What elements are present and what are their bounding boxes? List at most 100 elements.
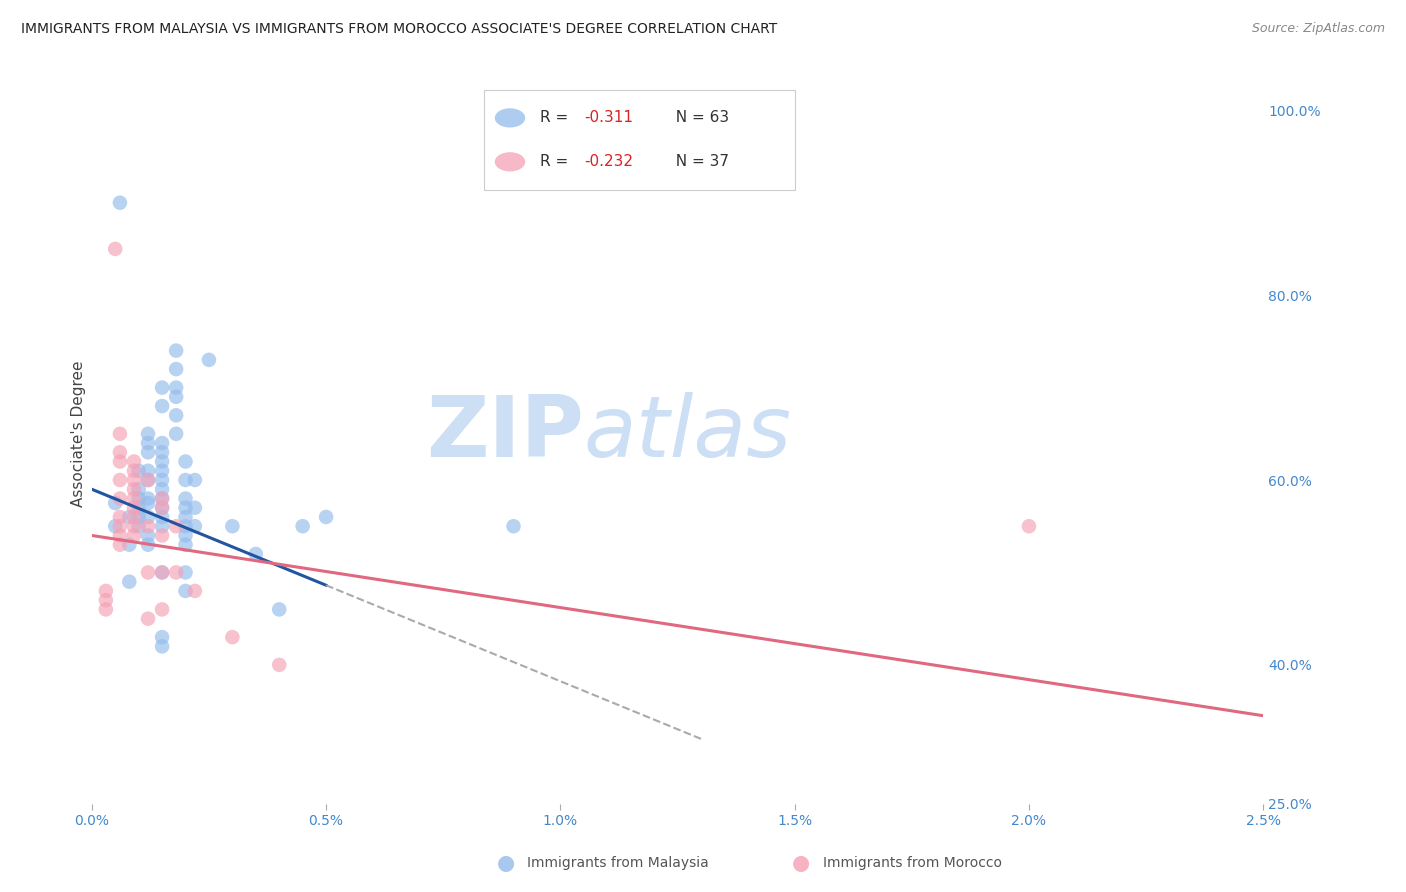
Point [150, 528, 173, 542]
Point [136, 426, 159, 441]
Point [128, 510, 150, 524]
Point [128, 500, 150, 515]
Text: -0.311: -0.311 [583, 111, 633, 126]
Point [122, 510, 145, 524]
Point [165, 426, 187, 441]
Point [245, 547, 267, 561]
Point [122, 500, 145, 515]
Point [136, 473, 159, 487]
Point [165, 409, 187, 423]
Point [221, 630, 243, 644]
Point [1018, 519, 1040, 533]
Point [128, 519, 150, 533]
Point [150, 445, 173, 459]
Point [122, 491, 145, 506]
Point [108, 519, 131, 533]
Text: atlas: atlas [583, 392, 792, 475]
Point [174, 454, 197, 468]
Point [122, 454, 145, 468]
Point [174, 519, 197, 533]
Point [136, 496, 159, 510]
Point [104, 496, 127, 510]
Point [122, 464, 145, 478]
Point [174, 500, 197, 515]
Point [184, 500, 207, 515]
Point [315, 510, 337, 524]
Point [128, 491, 150, 506]
Point [136, 566, 159, 580]
Text: -0.232: -0.232 [583, 154, 633, 169]
Point [108, 454, 131, 468]
Point [184, 519, 207, 533]
Point [150, 500, 173, 515]
Point [221, 519, 243, 533]
Text: N = 37: N = 37 [666, 154, 728, 169]
Point [150, 566, 173, 580]
Point [165, 362, 187, 376]
Text: IMMIGRANTS FROM MALAYSIA VS IMMIGRANTS FROM MOROCCO ASSOCIATE'S DEGREE CORRELATI: IMMIGRANTS FROM MALAYSIA VS IMMIGRANTS F… [21, 22, 778, 37]
Text: ●: ● [498, 854, 515, 873]
Point [150, 482, 173, 496]
Y-axis label: Associate's Degree: Associate's Degree [72, 360, 86, 507]
Point [150, 491, 173, 506]
Point [269, 602, 291, 616]
Point [174, 491, 197, 506]
Point [108, 195, 131, 210]
Point [122, 482, 145, 496]
Point [174, 566, 197, 580]
Point [174, 510, 197, 524]
Point [150, 381, 173, 395]
Point [136, 510, 159, 524]
Point [122, 528, 145, 542]
Point [94, 602, 117, 616]
Point [165, 381, 187, 395]
Point [184, 473, 207, 487]
Point [165, 519, 187, 533]
Point [108, 445, 131, 459]
Point [150, 566, 173, 580]
Point [150, 630, 173, 644]
Point [291, 519, 314, 533]
Point [108, 528, 131, 542]
Point [104, 519, 127, 533]
FancyBboxPatch shape [484, 90, 794, 190]
Point [174, 473, 197, 487]
Point [150, 640, 173, 654]
Text: ●: ● [793, 854, 810, 873]
Point [136, 445, 159, 459]
Point [165, 390, 187, 404]
Point [150, 464, 173, 478]
Point [269, 657, 291, 672]
Point [128, 464, 150, 478]
Point [150, 500, 173, 515]
Point [184, 583, 207, 598]
Text: Source: ZipAtlas.com: Source: ZipAtlas.com [1251, 22, 1385, 36]
Text: R =: R = [540, 154, 574, 169]
Point [108, 510, 131, 524]
Point [118, 510, 141, 524]
Point [198, 352, 221, 367]
Point [136, 528, 159, 542]
Text: Immigrants from Malaysia: Immigrants from Malaysia [527, 856, 709, 871]
Point [104, 242, 127, 256]
Text: R =: R = [540, 111, 574, 126]
Point [108, 538, 131, 552]
Circle shape [495, 108, 526, 128]
Point [136, 612, 159, 626]
Point [108, 473, 131, 487]
Point [150, 510, 173, 524]
Point [174, 528, 197, 542]
Point [122, 519, 145, 533]
Point [118, 538, 141, 552]
Point [136, 519, 159, 533]
Point [94, 593, 117, 607]
Point [150, 436, 173, 450]
Point [136, 538, 159, 552]
Point [94, 583, 117, 598]
Text: N = 63: N = 63 [666, 111, 728, 126]
Point [150, 454, 173, 468]
Point [150, 602, 173, 616]
Point [136, 436, 159, 450]
Point [108, 426, 131, 441]
Point [136, 491, 159, 506]
